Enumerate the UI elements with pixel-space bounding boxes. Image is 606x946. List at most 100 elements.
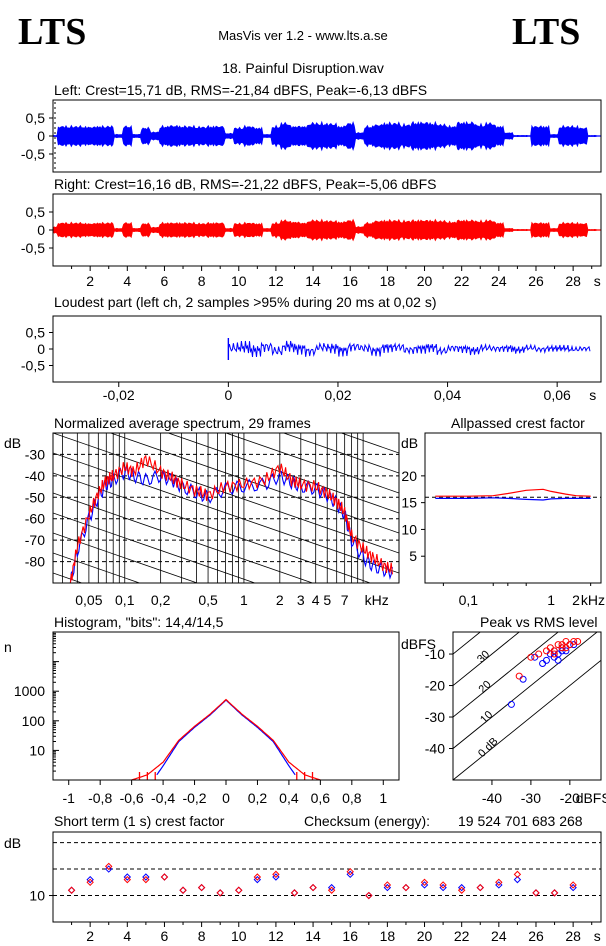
- short-term-point-left: [513, 875, 522, 884]
- spectrum-xtick-label: 4: [312, 592, 320, 608]
- spectrum-slope-line: [53, 673, 399, 793]
- allpassed-xtick-label: 2: [572, 592, 580, 608]
- allpassed-xtick-label: kHz: [581, 592, 605, 608]
- spectrum-slope-line: [53, 532, 199, 583]
- loudest-part-xtick-label: 0,04: [434, 387, 461, 403]
- allpassed-ytick-label: 10: [401, 521, 417, 537]
- right-waveform-xtick-label: 14: [305, 273, 321, 289]
- histogram-xtick-label: -0,2: [182, 790, 206, 806]
- peak-rms-point-right: [562, 644, 570, 652]
- right-waveform-xtick-label: 10: [231, 273, 247, 289]
- loudest-part-xtick-label: 0: [224, 387, 232, 403]
- left-waveform-ytick-label: 0,5: [26, 110, 46, 126]
- short-term-xtick-label: 26: [528, 928, 544, 944]
- spectrum-slope-line: [53, 472, 372, 583]
- short-term-xtick-label: 2: [86, 928, 94, 944]
- spectrum-slope-line: [53, 552, 141, 583]
- right-waveform-xtick-label: 16: [342, 273, 358, 289]
- spectrum-slope-line: [53, 633, 399, 753]
- short-term-point-right: [476, 883, 484, 892]
- short-term-point-left: [216, 889, 224, 897]
- peak-vs-rms-frame: [452, 631, 602, 781]
- short-term-point-right: [105, 862, 113, 871]
- right-waveform-xtick-label: 4: [123, 273, 131, 289]
- peak-rms-point-right: [535, 650, 543, 658]
- plot-area: 0,50-0,50,50-0,52 4 6 8 10 12 14 16 18 20 22 24 26 28…: [14, 99, 606, 944]
- peak-rms-point-right: [515, 672, 523, 680]
- short-term-crest-group: [52, 831, 602, 923]
- spectrum-xtick-label: 0,1: [115, 592, 135, 608]
- left-waveform-group: [52, 99, 602, 173]
- right-waveform-xtick-label: 6: [161, 273, 169, 289]
- short-term-point-right: [439, 881, 447, 889]
- peak-rms-point-right: [570, 637, 578, 645]
- allpassed-series-right: [435, 488, 591, 497]
- peak-rms-point-left: [554, 656, 562, 664]
- peak-rms-point-right: [558, 644, 566, 652]
- right-waveform-xtick-label: 2: [86, 273, 94, 289]
- histogram-series-left: [156, 699, 296, 776]
- histogram-xtick-label: 0,6: [311, 790, 331, 806]
- spectrum-frame: [52, 432, 400, 584]
- left-waveform-content: [53, 120, 601, 152]
- peak-rms-ytick-label: -10: [425, 646, 445, 662]
- short-term-point-right: [327, 886, 336, 894]
- histogram-xtick-label: 0,2: [248, 790, 268, 806]
- peak-rms-ytick-label: -30: [425, 709, 445, 725]
- peak-rms-diagonal-label: 20: [477, 679, 494, 696]
- short-term-point-left: [235, 886, 243, 894]
- peak-rms-xtick-label: dBFS: [576, 790, 606, 806]
- spectrum-ytick-label: -80: [25, 554, 45, 570]
- spectrum-slope-line: [53, 492, 314, 583]
- short-term-point-right: [123, 875, 132, 884]
- short-term-xtick-label: 8: [198, 928, 206, 944]
- spectrum-group: [52, 233, 400, 793]
- peak-rms-xtick-label: -30: [521, 790, 541, 806]
- peak-rms-point-right: [550, 647, 558, 655]
- spectrum-slope-line: [53, 233, 399, 353]
- allpassed-crest-content: [425, 488, 601, 501]
- spectrum-series-right: [69, 454, 393, 583]
- peak-rms-xtick-label: -20: [560, 790, 580, 806]
- right-waveform-ytick-label: 0: [37, 222, 45, 238]
- right-waveform-title: Right: Crest=16,16 dB, RMS=-21,22 dBFS, …: [54, 176, 436, 192]
- right-waveform-xtick-label: 28: [565, 273, 581, 289]
- short-term-point-right: [235, 886, 243, 894]
- short-term-xtick-label: 28: [565, 928, 581, 944]
- spectrum-slope-line: [224, 433, 399, 494]
- spectrum-content: [53, 233, 399, 793]
- histogram-series-right: [131, 698, 321, 780]
- spectrum-ytick-label: -60: [25, 511, 45, 527]
- peak-rms-point-right: [527, 653, 535, 661]
- spectrum-slope-line: [282, 433, 399, 474]
- spectrum-slope-line: [53, 512, 257, 583]
- spectrum-slope-line: [53, 593, 399, 713]
- peak-rms-point-right: [562, 637, 570, 645]
- peak-rms-diagonal-label: 40: [473, 618, 490, 635]
- short-term-point-right: [402, 883, 410, 892]
- short-term-point-left: [457, 883, 466, 892]
- short-term-point-left: [142, 873, 150, 881]
- checksum-label: Checksum (energy):: [304, 813, 430, 829]
- app-title: MasVis ver 1.2 - www.lts.a.se: [218, 28, 388, 43]
- loudest-part-content: [227, 338, 591, 360]
- peak-rms-point-right: [542, 647, 550, 655]
- spectrum-xtick-label: 0,5: [198, 592, 218, 608]
- histogram-xtick-label: 0: [222, 790, 230, 806]
- short-term-point-right: [365, 891, 373, 900]
- allpassed-crest-title: Allpassed crest factor: [451, 415, 585, 431]
- spectrum-xtick-label: 5: [323, 592, 331, 608]
- short-term-point-right: [495, 878, 503, 887]
- allpassed-crest-frame: [424, 432, 602, 584]
- histogram-content: [53, 632, 321, 780]
- short-term-xtick-label: 24: [491, 928, 507, 944]
- histogram-ylabel: n: [4, 639, 12, 655]
- peak-rms-point-right: [550, 650, 558, 658]
- short-term-xtick-label: 4: [123, 928, 131, 944]
- short-term-xtick-label: 12: [268, 928, 284, 944]
- histogram-title: Histogram, "bits": 14,4/14,5: [54, 614, 224, 630]
- short-term-point-left: [550, 889, 559, 897]
- short-term-point-right: [346, 867, 354, 876]
- short-term-point-right: [272, 870, 280, 879]
